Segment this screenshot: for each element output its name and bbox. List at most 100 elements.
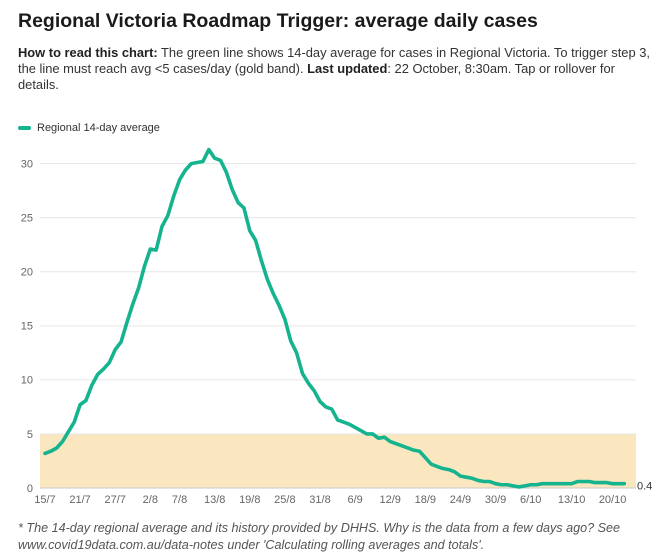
data-point[interactable] <box>136 285 142 291</box>
data-point[interactable] <box>223 169 229 175</box>
data-point[interactable] <box>434 463 440 469</box>
data-point[interactable] <box>557 481 563 487</box>
data-point[interactable] <box>147 246 153 252</box>
data-point[interactable] <box>381 434 387 440</box>
data-point[interactable] <box>270 290 276 296</box>
data-point[interactable] <box>276 302 282 308</box>
data-point[interactable] <box>399 443 405 449</box>
data-point[interactable] <box>282 316 288 322</box>
data-point[interactable] <box>528 482 534 488</box>
data-point[interactable] <box>48 448 54 454</box>
data-point[interactable] <box>253 237 259 243</box>
data-point[interactable] <box>604 480 610 486</box>
data-point[interactable] <box>522 483 528 489</box>
data-point[interactable] <box>387 439 393 445</box>
data-point[interactable] <box>335 417 341 423</box>
data-point[interactable] <box>235 200 241 206</box>
data-point[interactable] <box>586 479 592 485</box>
data-point[interactable] <box>141 263 147 269</box>
data-point[interactable] <box>212 155 218 161</box>
data-point[interactable] <box>218 157 224 163</box>
data-point[interactable] <box>621 481 627 487</box>
data-point[interactable] <box>615 481 621 487</box>
data-point[interactable] <box>411 447 417 453</box>
data-point[interactable] <box>229 187 235 193</box>
data-point[interactable] <box>457 473 463 479</box>
data-point[interactable] <box>376 435 382 441</box>
data-point[interactable] <box>346 421 352 427</box>
data-point[interactable] <box>510 483 516 489</box>
data-point[interactable] <box>329 406 335 412</box>
data-point[interactable] <box>475 477 481 483</box>
data-point[interactable] <box>171 193 177 199</box>
data-point[interactable] <box>200 158 206 164</box>
data-point[interactable] <box>551 481 557 487</box>
data-point[interactable] <box>54 445 60 451</box>
data-point[interactable] <box>182 167 188 173</box>
data-point[interactable] <box>574 479 580 485</box>
data-point[interactable] <box>563 481 569 487</box>
data-point[interactable] <box>323 404 329 410</box>
data-point[interactable] <box>405 445 411 451</box>
data-point[interactable] <box>481 479 487 485</box>
data-point[interactable] <box>288 338 294 344</box>
data-point[interactable] <box>299 370 305 376</box>
data-point[interactable] <box>124 320 130 326</box>
data-point[interactable] <box>42 450 48 456</box>
data-point[interactable] <box>422 455 428 461</box>
data-point[interactable] <box>498 482 504 488</box>
data-point[interactable] <box>264 276 270 282</box>
data-point[interactable] <box>539 481 545 487</box>
data-point[interactable] <box>370 431 376 437</box>
data-point[interactable] <box>469 475 475 481</box>
data-point[interactable] <box>95 371 101 377</box>
data-point[interactable] <box>493 481 499 487</box>
data-point[interactable] <box>60 439 66 445</box>
data-point[interactable] <box>534 482 540 488</box>
data-point[interactable] <box>153 247 159 253</box>
data-point[interactable] <box>364 431 370 437</box>
data-point[interactable] <box>65 429 71 435</box>
data-point[interactable] <box>504 482 510 488</box>
data-point[interactable] <box>89 382 95 388</box>
data-point[interactable] <box>340 419 346 425</box>
data-point[interactable] <box>598 480 604 486</box>
data-point[interactable] <box>258 258 264 264</box>
data-point[interactable] <box>177 177 183 183</box>
data-point[interactable] <box>112 347 118 353</box>
data-point[interactable] <box>241 205 247 211</box>
data-point[interactable] <box>358 428 364 434</box>
data-point[interactable] <box>294 350 300 356</box>
data-point[interactable] <box>188 161 194 167</box>
data-point[interactable] <box>428 461 434 467</box>
data-point[interactable] <box>71 419 77 425</box>
data-point[interactable] <box>100 366 106 372</box>
data-point[interactable] <box>569 481 575 487</box>
data-point[interactable] <box>118 339 124 345</box>
data-point[interactable] <box>452 469 458 475</box>
data-point[interactable] <box>487 479 493 485</box>
data-point[interactable] <box>610 481 616 487</box>
data-point[interactable] <box>305 380 311 386</box>
data-point[interactable] <box>516 484 522 490</box>
data-point[interactable] <box>77 402 83 408</box>
data-point[interactable] <box>592 480 598 486</box>
data-point[interactable] <box>317 399 323 405</box>
data-point[interactable] <box>545 481 551 487</box>
data-point[interactable] <box>165 213 171 219</box>
data-point[interactable] <box>106 360 112 366</box>
data-point[interactable] <box>194 160 200 166</box>
data-point[interactable] <box>159 223 165 229</box>
data-point[interactable] <box>463 474 469 480</box>
data-point[interactable] <box>247 228 253 234</box>
data-point[interactable] <box>416 448 422 454</box>
data-point[interactable] <box>311 388 317 394</box>
data-point[interactable] <box>440 466 446 472</box>
data-point[interactable] <box>393 441 399 447</box>
data-point[interactable] <box>83 397 89 403</box>
data-point[interactable] <box>352 424 358 430</box>
data-point[interactable] <box>130 301 136 307</box>
data-point[interactable] <box>206 147 212 153</box>
data-point[interactable] <box>580 479 586 485</box>
data-point[interactable] <box>446 467 452 473</box>
